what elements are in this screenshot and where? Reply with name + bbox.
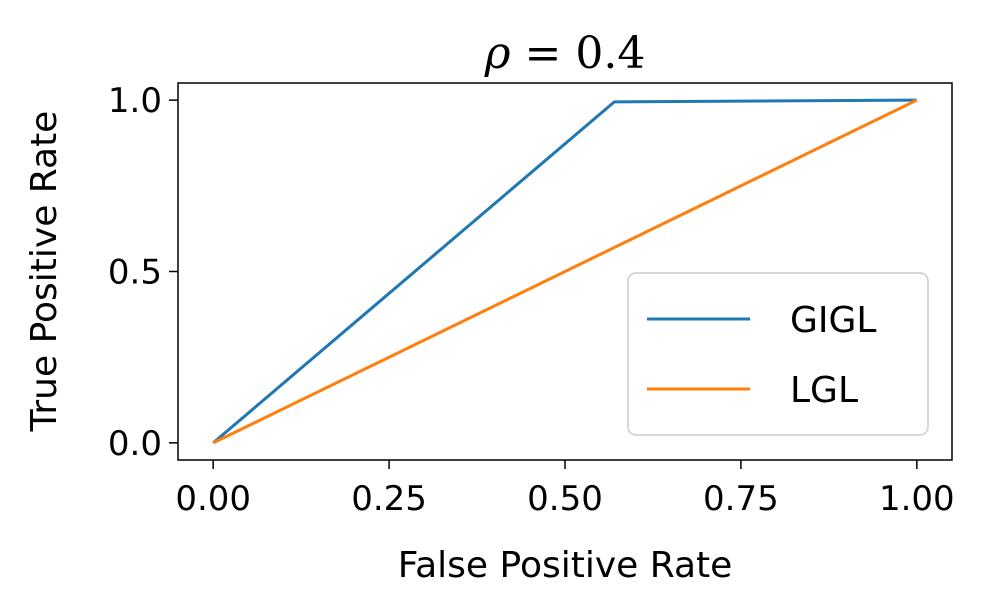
x-tick-label: 0.25	[351, 479, 427, 519]
x-tick-label: 0.00	[175, 479, 251, 519]
title-symbol: ρ	[484, 28, 511, 79]
y-tick-label: 0.0	[108, 424, 162, 464]
y-tick-label: 0.5	[108, 253, 162, 293]
y-axis-ticks: 0.0 0.5 1.0	[108, 81, 178, 464]
legend-label-lgl: LGL	[790, 370, 858, 411]
title-value: = 0.4	[511, 28, 646, 79]
x-axis-label: False Positive Rate	[398, 545, 733, 586]
y-tick-label: 1.0	[108, 81, 162, 121]
chart-title: ρ = 0.4	[484, 28, 646, 79]
plot-area	[212, 98, 918, 445]
legend: GIGL LGL	[627, 272, 929, 436]
x-tick-label: 0.75	[703, 479, 779, 519]
x-axis-ticks: 0.00 0.25 0.50 0.75 1.00	[175, 460, 955, 519]
series-line-lgl	[212, 98, 918, 445]
x-tick-label: 0.50	[527, 479, 603, 519]
x-tick-label: 1.00	[879, 479, 955, 519]
legend-label-gigl: GIGL	[790, 300, 876, 341]
y-axis-label: True Positive Rate	[24, 111, 65, 433]
series-line-gigl	[212, 98, 917, 445]
legend-box	[627, 272, 929, 436]
